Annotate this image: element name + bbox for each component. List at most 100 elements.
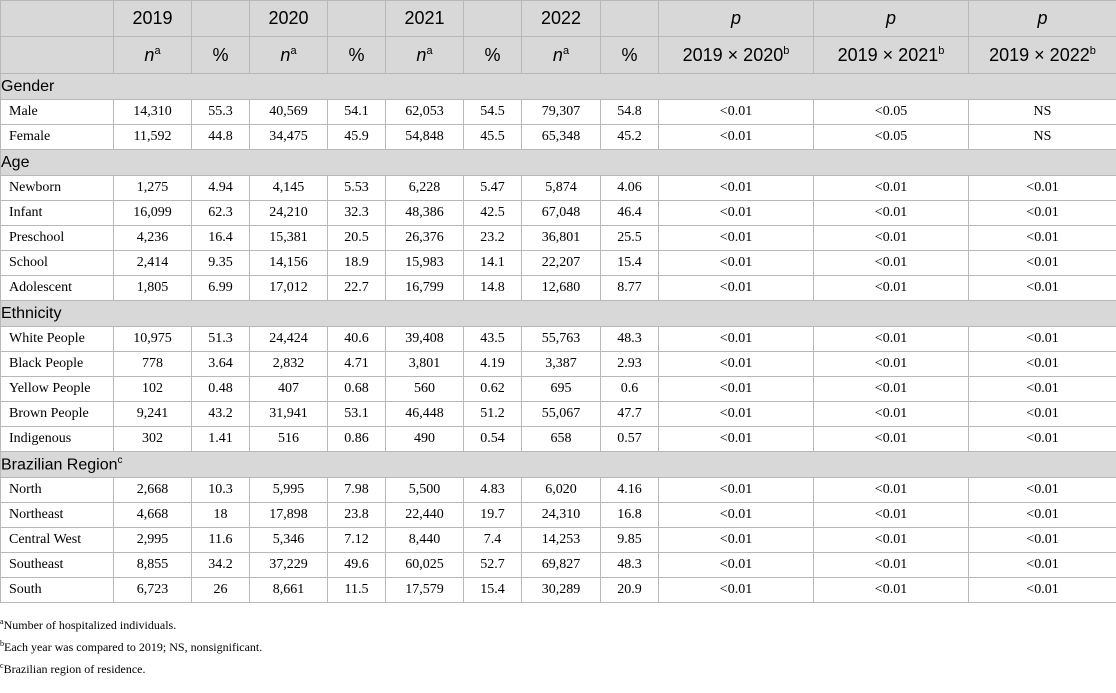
table-cell: 20.9: [600, 577, 659, 603]
footnote-text: Number of hospitalized individuals.: [3, 618, 177, 632]
header-year-2019: 2019: [113, 0, 192, 37]
header-p: p: [968, 0, 1116, 37]
section-header-ethnicity: Ethnicity: [0, 300, 1116, 327]
table-cell: 5,874: [521, 175, 601, 201]
row-label: Central West: [0, 527, 114, 553]
table-cell: 8,661: [249, 577, 328, 603]
row-label: North: [0, 477, 114, 503]
table-cell: <0.01: [658, 401, 814, 427]
table-cell: NS: [968, 99, 1116, 125]
header-comparison-2020: 2019 × 2020b: [658, 36, 814, 74]
table-row: Southeast 8,855 34.2 37,229 49.6 60,025 52.7 69…: [0, 552, 1116, 578]
table-cell: 22,207: [521, 250, 601, 276]
table-cell: 4.06: [600, 175, 659, 201]
table-cell: 0.86: [327, 426, 386, 452]
table-cell: 6,020: [521, 477, 601, 503]
table-cell: <0.01: [813, 275, 969, 301]
table-cell: <0.01: [658, 351, 814, 377]
table-cell: 15.4: [463, 577, 522, 603]
table-cell: 19.7: [463, 502, 522, 528]
table-cell: 8.77: [600, 275, 659, 301]
table-cell: 10,975: [113, 326, 192, 352]
table-cell: 14.1: [463, 250, 522, 276]
table-row: Infant 16,099 62.3 24,210 32.3 48,386 42.5 67,0…: [0, 200, 1116, 226]
section-header-age: Age: [0, 149, 1116, 176]
table-cell: 46.4: [600, 200, 659, 226]
table-cell: 12,680: [521, 275, 601, 301]
header-n: na: [385, 36, 464, 74]
table-cell: 10.3: [191, 477, 250, 503]
table-cell: <0.01: [658, 99, 814, 125]
header-n: na: [521, 36, 601, 74]
table-cell: 60,025: [385, 552, 464, 578]
n-sup: a: [426, 44, 433, 57]
section-title-text: Age: [1, 153, 30, 171]
n-label: n: [552, 44, 563, 65]
table-cell: <0.05: [813, 124, 969, 150]
table-cell: 0.54: [463, 426, 522, 452]
table-cell: 23.8: [327, 502, 386, 528]
table-cell: 11.5: [327, 577, 386, 603]
table-cell: 3,801: [385, 351, 464, 377]
row-label: White People: [0, 326, 114, 352]
table-cell: 55,763: [521, 326, 601, 352]
table-cell: <0.01: [968, 376, 1116, 402]
table-cell: 14,310: [113, 99, 192, 125]
table-cell: 490: [385, 426, 464, 452]
table-cell: 407: [249, 376, 328, 402]
comparison-label: 2019 × 2021: [837, 44, 939, 65]
table-cell: <0.01: [968, 477, 1116, 503]
table-cell: 778: [113, 351, 192, 377]
table-cell: 53.1: [327, 401, 386, 427]
table-cell: 4.83: [463, 477, 522, 503]
section-title-text: Gender: [1, 77, 55, 95]
table-row: Northeast 4,668 18 17,898 23.8 22,440 19.7 24,3…: [0, 502, 1116, 528]
table-cell: <0.01: [813, 175, 969, 201]
table-cell: 39,408: [385, 326, 464, 352]
comparison-sup: b: [783, 44, 790, 57]
table-cell: 18: [191, 502, 250, 528]
table-cell: 4,668: [113, 502, 192, 528]
table-cell: 54.5: [463, 99, 522, 125]
table-cell: <0.01: [658, 225, 814, 251]
table-row: South 6,723 26 8,661 11.5 17,579 15.4 30,289 20.…: [0, 577, 1116, 603]
table-cell: 26: [191, 577, 250, 603]
header-blank: [191, 0, 250, 37]
table-cell: 2,995: [113, 527, 192, 553]
table-cell: 34.2: [191, 552, 250, 578]
row-label: Indigenous: [0, 426, 114, 452]
row-label: Infant: [0, 200, 114, 226]
table-cell: 46,448: [385, 401, 464, 427]
header-comparison-2021: 2019 × 2021b: [813, 36, 969, 74]
table-cell: 9.85: [600, 527, 659, 553]
table-cell: <0.01: [813, 401, 969, 427]
table-cell: 1,805: [113, 275, 192, 301]
data-table: 2019 2020 2021 2022 p p p na % na % na %: [0, 0, 1116, 603]
table-cell: 45.9: [327, 124, 386, 150]
table-row: School 2,414 9.35 14,156 18.9 15,983 14.1 22,20…: [0, 250, 1116, 276]
section-title-sup: c: [117, 454, 123, 466]
table-cell: <0.01: [658, 577, 814, 603]
table-cell: 51.2: [463, 401, 522, 427]
section-title: Ethnicity: [0, 300, 1116, 327]
table-cell: 15,983: [385, 250, 464, 276]
table-cell: 22,440: [385, 502, 464, 528]
table-cell: <0.01: [658, 124, 814, 150]
footnote-sup: a: [0, 617, 4, 626]
table-cell: <0.01: [968, 401, 1116, 427]
table-cell: 16,099: [113, 200, 192, 226]
table-cell: 6,723: [113, 577, 192, 603]
table-cell: 55,067: [521, 401, 601, 427]
footnote-text: Brazilian region of residence.: [3, 662, 146, 676]
table-row: Brown People 9,241 43.2 31,941 53.1 46,448 51.…: [0, 401, 1116, 427]
table-cell: 54.1: [327, 99, 386, 125]
table-body: Gender Male 14,310 55.3 40,569 54.1 62,053 54.5…: [0, 73, 1116, 603]
table-cell: 1.41: [191, 426, 250, 452]
table-row: White People 10,975 51.3 24,424 40.6 39,408 43…: [0, 326, 1116, 352]
table-cell: <0.01: [813, 552, 969, 578]
header-corner: [0, 0, 114, 37]
table-cell: 24,210: [249, 200, 328, 226]
header-blank: [600, 0, 659, 37]
section-title-text: Ethnicity: [1, 304, 62, 322]
section-title: Gender: [0, 73, 1116, 100]
